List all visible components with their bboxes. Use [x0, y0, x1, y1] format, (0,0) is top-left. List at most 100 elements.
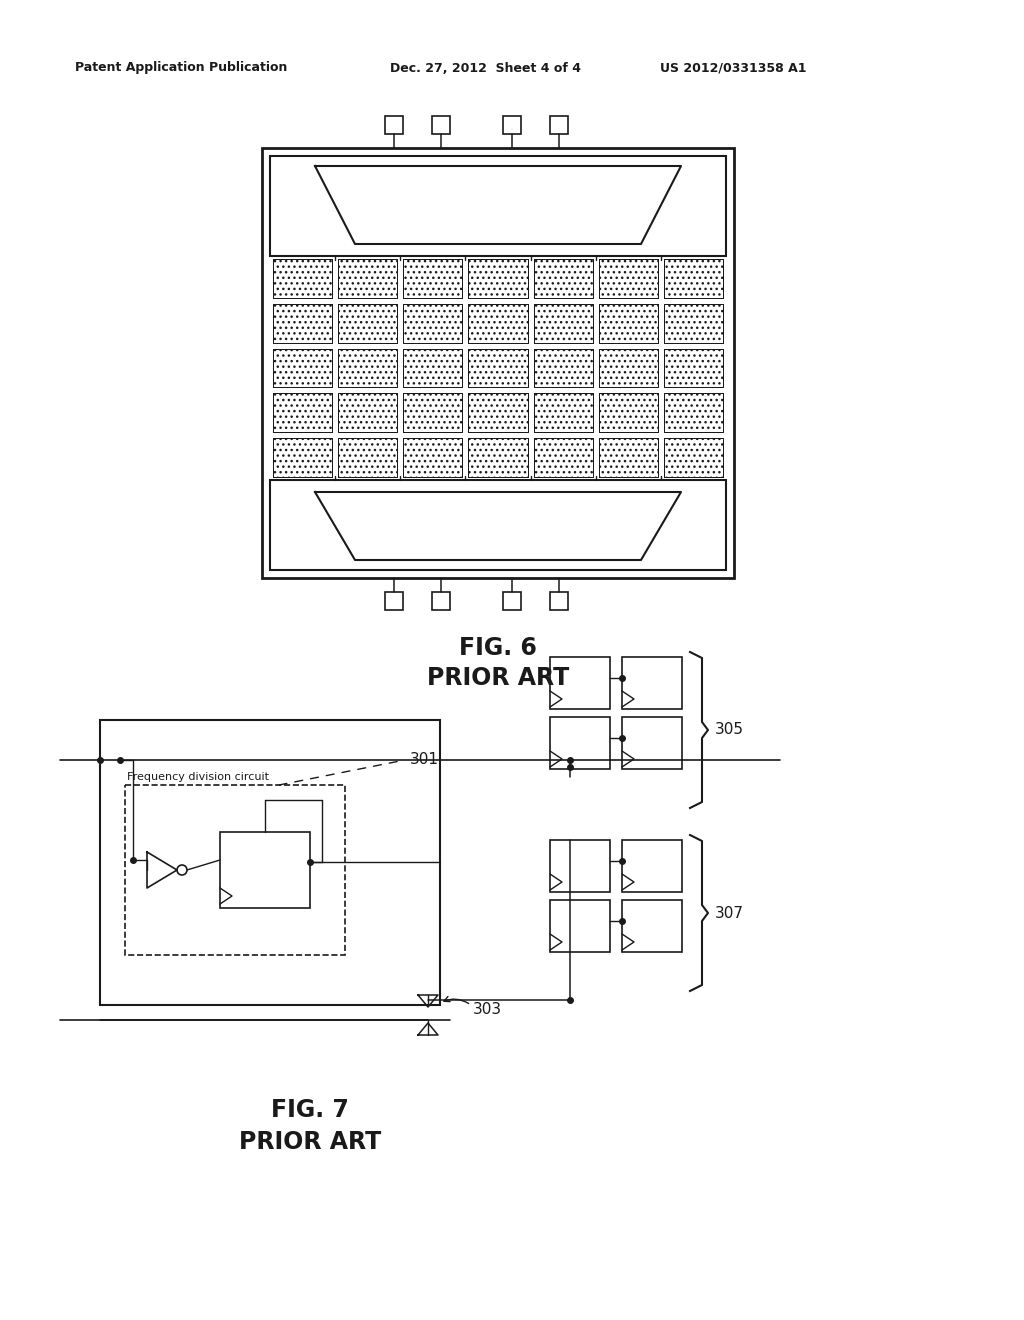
Bar — [622, 900, 682, 952]
Bar — [338, 348, 397, 387]
Text: FIG. 6: FIG. 6 — [459, 636, 537, 660]
Bar — [338, 438, 397, 477]
Bar — [403, 438, 463, 477]
Text: 305: 305 — [715, 722, 744, 738]
Bar — [622, 657, 682, 709]
Bar — [503, 116, 521, 135]
Bar — [599, 304, 657, 343]
Text: Dec. 27, 2012  Sheet 4 of 4: Dec. 27, 2012 Sheet 4 of 4 — [390, 62, 581, 74]
Bar — [550, 591, 568, 610]
Bar — [599, 259, 657, 298]
Bar — [338, 438, 397, 477]
Bar — [534, 348, 593, 387]
Bar — [220, 832, 310, 908]
Bar — [468, 304, 527, 343]
Bar — [262, 148, 734, 578]
Text: FIG. 7: FIG. 7 — [271, 1098, 349, 1122]
Bar — [338, 259, 397, 298]
Bar — [468, 259, 527, 298]
Bar — [534, 438, 593, 477]
Bar — [468, 393, 527, 432]
Bar — [664, 438, 723, 477]
Bar — [270, 480, 726, 570]
Text: Patent Application Publication: Patent Application Publication — [75, 62, 288, 74]
Bar — [664, 438, 723, 477]
Bar — [534, 393, 593, 432]
Bar — [550, 116, 568, 135]
Bar — [534, 259, 593, 298]
Bar — [664, 259, 723, 298]
Bar — [664, 393, 723, 432]
Bar — [403, 348, 463, 387]
Bar — [622, 717, 682, 770]
Bar — [599, 304, 657, 343]
Bar — [534, 304, 593, 343]
Bar — [468, 259, 527, 298]
Bar — [403, 393, 463, 432]
Bar — [664, 304, 723, 343]
Bar — [403, 304, 463, 343]
Bar — [550, 900, 610, 952]
Bar — [403, 393, 463, 432]
Bar — [273, 304, 332, 343]
Bar — [534, 348, 593, 387]
Bar — [534, 393, 593, 432]
Bar — [273, 393, 332, 432]
Text: 307: 307 — [715, 906, 744, 920]
Bar — [468, 393, 527, 432]
Bar — [599, 438, 657, 477]
Bar — [664, 259, 723, 298]
Bar — [273, 393, 332, 432]
Bar — [622, 840, 682, 892]
Bar — [338, 304, 397, 343]
Bar — [468, 304, 527, 343]
Bar — [599, 348, 657, 387]
Text: 303: 303 — [473, 1002, 502, 1018]
Text: Frequency division circuit: Frequency division circuit — [127, 772, 269, 781]
Bar — [338, 304, 397, 343]
Bar — [273, 348, 332, 387]
Bar — [270, 156, 726, 256]
Bar — [338, 393, 397, 432]
Text: 301: 301 — [410, 752, 439, 767]
Bar — [100, 719, 440, 1005]
Bar — [273, 259, 332, 298]
Bar — [125, 785, 345, 954]
Bar — [534, 259, 593, 298]
Bar — [599, 259, 657, 298]
Text: PRIOR ART: PRIOR ART — [239, 1130, 381, 1154]
Bar — [403, 348, 463, 387]
Bar — [338, 259, 397, 298]
Bar — [468, 438, 527, 477]
Bar — [273, 259, 332, 298]
Bar — [664, 348, 723, 387]
Bar — [550, 657, 610, 709]
Text: PRIOR ART: PRIOR ART — [427, 667, 569, 690]
Bar — [599, 438, 657, 477]
Bar — [385, 591, 403, 610]
Bar — [599, 393, 657, 432]
Bar — [385, 116, 403, 135]
Bar — [273, 304, 332, 343]
Text: US 2012/0331358 A1: US 2012/0331358 A1 — [660, 62, 807, 74]
Bar — [468, 438, 527, 477]
Bar — [403, 438, 463, 477]
Bar — [599, 348, 657, 387]
Bar — [403, 259, 463, 298]
Bar — [338, 348, 397, 387]
Bar — [664, 348, 723, 387]
Bar — [599, 393, 657, 432]
Bar — [432, 116, 451, 135]
Bar — [403, 304, 463, 343]
Bar — [550, 717, 610, 770]
Bar — [432, 591, 451, 610]
Bar — [503, 591, 521, 610]
Bar — [273, 438, 332, 477]
Bar — [273, 348, 332, 387]
Bar — [664, 304, 723, 343]
Bar — [273, 438, 332, 477]
Bar — [468, 348, 527, 387]
Bar — [468, 348, 527, 387]
Bar — [403, 259, 463, 298]
Bar — [338, 393, 397, 432]
